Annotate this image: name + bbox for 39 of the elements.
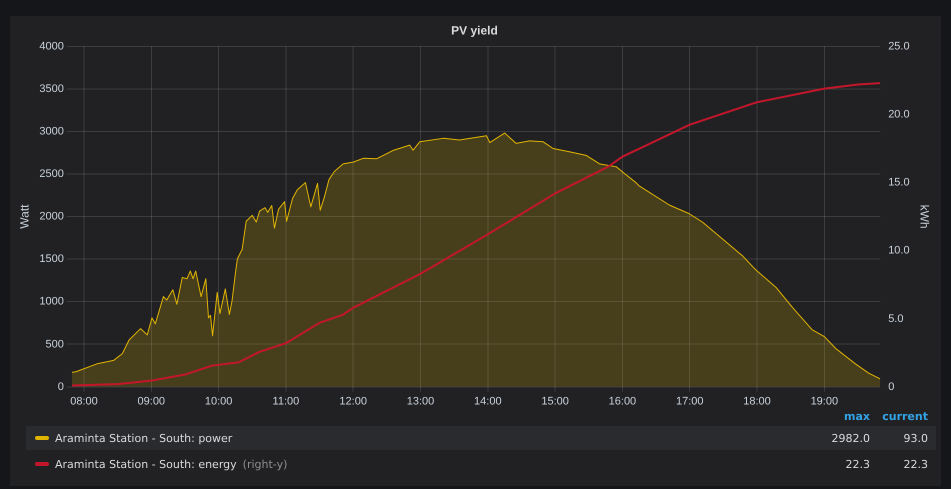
y2-tick-label: 5.0	[888, 312, 904, 325]
y-tick-label: 2000	[39, 210, 64, 223]
y-axis-title: Watt	[18, 204, 32, 229]
x-tick-label: 14:00	[474, 395, 502, 408]
text: 22.3	[902, 458, 929, 470]
y2-tick-label: 25.0	[888, 40, 910, 52]
x-tick-label: 15:00	[541, 395, 569, 408]
text: current	[881, 410, 929, 422]
x-tick-label: 12:00	[339, 395, 367, 408]
y2-tick-label: 10.0	[888, 244, 910, 257]
text: 22.3	[844, 458, 871, 470]
x-tick-label: 11:00	[272, 395, 300, 408]
y-tick-label: 4000	[39, 40, 64, 52]
x-tick-label: 17:00	[676, 395, 704, 408]
legend-label: Araminta Station - South: energy	[55, 458, 237, 470]
y-tick-label: 1500	[39, 253, 64, 266]
y2-axis-title: kWh	[917, 204, 932, 229]
y-tick-label: 500	[46, 338, 64, 350]
y-tick-label: 3000	[39, 126, 64, 138]
legend-label: Araminta Station - South: power	[55, 432, 234, 444]
text: 2982.0	[830, 432, 871, 444]
y-tick-label: 2500	[39, 168, 64, 180]
y2-tick-label: 20.0	[888, 108, 910, 121]
x-tick-label: 13:00	[406, 395, 434, 408]
x-tick-label: 10:00	[204, 395, 232, 408]
text: max	[843, 410, 871, 422]
x-tick-label: 19:00	[810, 395, 838, 408]
text: 93.0	[902, 432, 929, 444]
x-tick-label: 08:00	[70, 395, 98, 408]
x-tick-label: 09:00	[138, 395, 166, 408]
y-tick-label: 0	[58, 380, 64, 393]
y2-tick-label: 15.0	[888, 176, 910, 189]
x-tick-label: 18:00	[743, 395, 771, 408]
x-tick-label: 16:00	[608, 395, 636, 408]
chart-title: PV yield	[451, 24, 498, 38]
y-tick-label: 1000	[39, 296, 64, 308]
y-tick-label: 3500	[39, 82, 64, 95]
text: (right-y)	[242, 458, 288, 470]
y2-tick-label: 0	[888, 380, 894, 393]
